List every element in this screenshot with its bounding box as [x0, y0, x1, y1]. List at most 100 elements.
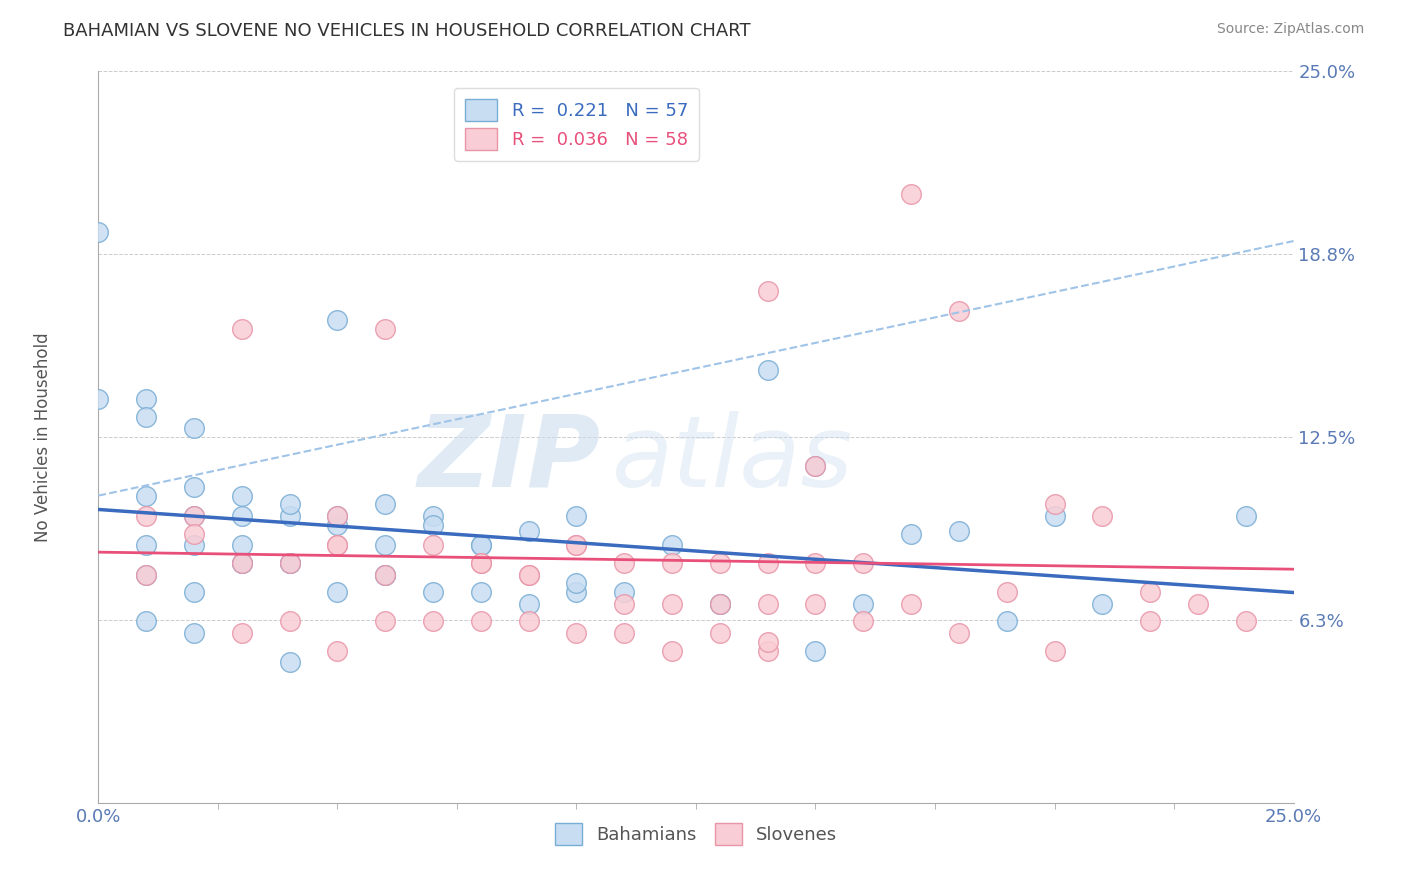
- Point: [278, 556, 301, 570]
- Point: [995, 615, 1018, 629]
- Point: [374, 538, 396, 552]
- Point: [1234, 509, 1257, 524]
- Point: [900, 597, 922, 611]
- Point: [661, 538, 683, 552]
- Point: [1234, 615, 1257, 629]
- Point: [661, 597, 683, 611]
- Point: [517, 597, 540, 611]
- Point: [613, 597, 636, 611]
- Point: [804, 643, 827, 657]
- Point: [613, 585, 636, 599]
- Legend: Bahamians, Slovenes: Bahamians, Slovenes: [547, 816, 845, 852]
- Point: [278, 615, 301, 629]
- Point: [326, 538, 349, 552]
- Point: [422, 538, 444, 552]
- Point: [852, 615, 875, 629]
- Point: [374, 322, 396, 336]
- Point: [326, 313, 349, 327]
- Point: [565, 538, 588, 552]
- Point: [756, 284, 779, 298]
- Point: [326, 509, 349, 524]
- Point: [183, 526, 205, 541]
- Point: [565, 626, 588, 640]
- Point: [852, 556, 875, 570]
- Point: [422, 509, 444, 524]
- Point: [756, 363, 779, 377]
- Point: [661, 643, 683, 657]
- Point: [1091, 597, 1114, 611]
- Point: [374, 567, 396, 582]
- Point: [661, 556, 683, 570]
- Point: [948, 304, 970, 318]
- Point: [804, 459, 827, 474]
- Text: atlas: atlas: [613, 410, 853, 508]
- Point: [231, 509, 253, 524]
- Point: [709, 626, 731, 640]
- Point: [231, 556, 253, 570]
- Point: [470, 615, 492, 629]
- Point: [374, 497, 396, 511]
- Point: [995, 585, 1018, 599]
- Point: [183, 480, 205, 494]
- Point: [1043, 509, 1066, 524]
- Point: [87, 392, 110, 406]
- Point: [804, 556, 827, 570]
- Point: [422, 585, 444, 599]
- Point: [183, 509, 205, 524]
- Point: [948, 626, 970, 640]
- Point: [326, 517, 349, 532]
- Point: [326, 585, 349, 599]
- Point: [231, 556, 253, 570]
- Point: [1043, 497, 1066, 511]
- Point: [517, 567, 540, 582]
- Point: [135, 538, 157, 552]
- Point: [135, 567, 157, 582]
- Point: [326, 538, 349, 552]
- Point: [135, 615, 157, 629]
- Point: [422, 517, 444, 532]
- Point: [709, 597, 731, 611]
- Point: [278, 509, 301, 524]
- Point: [470, 538, 492, 552]
- Point: [565, 576, 588, 591]
- Point: [804, 597, 827, 611]
- Point: [756, 643, 779, 657]
- Point: [326, 643, 349, 657]
- Text: ZIP: ZIP: [418, 410, 600, 508]
- Point: [278, 656, 301, 670]
- Point: [470, 585, 492, 599]
- Point: [278, 556, 301, 570]
- Point: [709, 597, 731, 611]
- Point: [183, 538, 205, 552]
- Point: [948, 524, 970, 538]
- Point: [231, 322, 253, 336]
- Point: [517, 567, 540, 582]
- Point: [900, 526, 922, 541]
- Point: [231, 626, 253, 640]
- Point: [278, 556, 301, 570]
- Point: [470, 556, 492, 570]
- Point: [231, 556, 253, 570]
- Point: [517, 524, 540, 538]
- Point: [900, 187, 922, 202]
- Point: [422, 615, 444, 629]
- Point: [135, 409, 157, 424]
- Point: [517, 615, 540, 629]
- Point: [87, 225, 110, 239]
- Point: [374, 567, 396, 582]
- Point: [183, 585, 205, 599]
- Point: [183, 509, 205, 524]
- Text: Source: ZipAtlas.com: Source: ZipAtlas.com: [1216, 22, 1364, 37]
- Point: [613, 626, 636, 640]
- Point: [374, 567, 396, 582]
- Point: [709, 556, 731, 570]
- Point: [278, 497, 301, 511]
- Point: [470, 556, 492, 570]
- Point: [804, 459, 827, 474]
- Point: [1043, 643, 1066, 657]
- Point: [709, 597, 731, 611]
- Point: [565, 538, 588, 552]
- Point: [1091, 509, 1114, 524]
- Text: BAHAMIAN VS SLOVENE NO VEHICLES IN HOUSEHOLD CORRELATION CHART: BAHAMIAN VS SLOVENE NO VEHICLES IN HOUSE…: [63, 22, 751, 40]
- Point: [135, 392, 157, 406]
